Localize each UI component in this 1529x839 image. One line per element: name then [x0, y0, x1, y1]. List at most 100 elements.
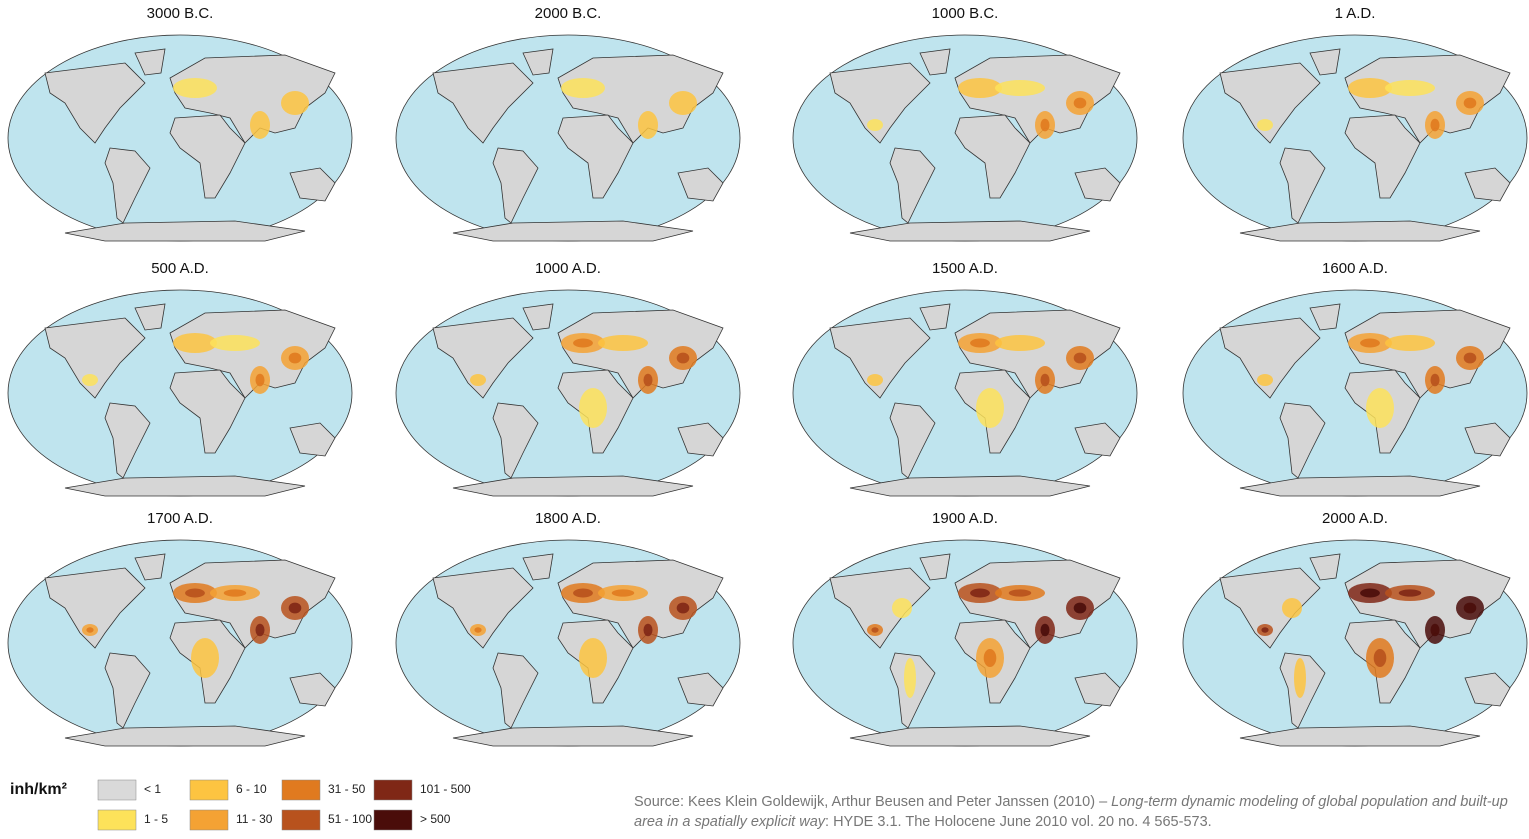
density-core: [1040, 623, 1050, 637]
density-area: [1257, 374, 1273, 386]
legend-swatch: [281, 779, 321, 801]
density-core: [1073, 97, 1087, 109]
world-map: [7, 34, 353, 242]
density-core: [1463, 97, 1477, 109]
density-core: [185, 588, 205, 598]
legend-label: 31 - 50: [328, 782, 366, 796]
density-core: [1360, 588, 1380, 598]
density-area: [995, 80, 1045, 96]
density-core: [474, 627, 482, 633]
density-area: [892, 598, 912, 618]
legend-swatch: [189, 779, 229, 801]
density-core: [970, 588, 990, 598]
density-core: [255, 623, 265, 637]
density-area: [173, 78, 217, 98]
density-core: [255, 373, 265, 387]
density-area: [250, 111, 270, 139]
world-map: [395, 34, 741, 242]
legend-label: 51 - 100: [328, 812, 372, 826]
source-lead: Source: Kees Klein Goldewijk, Arthur Beu…: [634, 794, 1112, 810]
density-core: [573, 588, 593, 598]
world-map: [792, 289, 1138, 497]
map-title: 1600 A.D.: [1322, 260, 1388, 277]
legend-label: > 500: [420, 812, 451, 826]
density-area: [976, 388, 1004, 428]
density-area: [191, 638, 219, 678]
density-area: [904, 658, 916, 698]
legend-swatch: [97, 779, 137, 801]
source-note: Source: Kees Klein Goldewijk, Arthur Beu…: [634, 792, 1524, 832]
map-title: 3000 B.C.: [147, 5, 214, 22]
map-title: 2000 A.D.: [1322, 510, 1388, 527]
density-area: [867, 119, 883, 131]
legend-label: 1 - 5: [144, 812, 168, 826]
density-area: [1257, 119, 1273, 131]
density-core: [983, 649, 997, 667]
density-core: [1430, 623, 1440, 637]
density-core: [871, 627, 879, 633]
density-area: [561, 78, 605, 98]
map-title: 1500 A.D.: [932, 260, 998, 277]
world-map: [7, 539, 353, 747]
map-title: 2000 B.C.: [535, 5, 602, 22]
density-area: [638, 111, 658, 139]
density-area: [1385, 335, 1435, 351]
density-area: [1366, 388, 1394, 428]
density-area: [1348, 78, 1392, 98]
map-title: 1000 A.D.: [535, 260, 601, 277]
density-area: [995, 335, 1045, 351]
density-area: [1385, 80, 1435, 96]
legend-label: 101 - 500: [420, 782, 471, 796]
density-core: [1040, 373, 1050, 387]
density-core: [1073, 602, 1087, 614]
density-area: [210, 335, 260, 351]
world-map: [1182, 539, 1528, 747]
density-core: [1373, 649, 1387, 667]
source-tail: : HYDE 3.1. The Holocene June 2010 vol. …: [825, 814, 1212, 830]
legend-swatch: [281, 809, 321, 831]
world-map: [1182, 289, 1528, 497]
map-title: 1000 B.C.: [932, 5, 999, 22]
density-core: [643, 373, 653, 387]
world-map: [792, 34, 1138, 242]
legend-swatch: [97, 809, 137, 831]
density-core: [611, 589, 635, 597]
density-core: [1360, 338, 1380, 348]
density-area: [867, 374, 883, 386]
legend-swatch: [189, 809, 229, 831]
legend-label: < 1: [144, 782, 161, 796]
legend-unit: inh/km²: [10, 781, 67, 798]
map-title: 1900 A.D.: [932, 510, 998, 527]
density-core: [676, 352, 690, 364]
density-core: [676, 602, 690, 614]
world-map: [1182, 34, 1528, 242]
density-area: [1282, 598, 1302, 618]
density-area: [579, 638, 607, 678]
density-area: [470, 374, 486, 386]
density-core: [288, 602, 302, 614]
density-core: [1398, 589, 1422, 597]
density-area: [958, 78, 1002, 98]
density-core: [1463, 602, 1477, 614]
density-core: [1430, 118, 1440, 132]
density-core: [573, 338, 593, 348]
map-title: 1 A.D.: [1335, 5, 1376, 22]
world-map: [792, 539, 1138, 747]
density-area: [579, 388, 607, 428]
density-core: [1430, 373, 1440, 387]
map-title: 500 A.D.: [151, 260, 209, 277]
legend-label: 6 - 10: [236, 782, 267, 796]
source-title: Long-term dynamic modeling of global pop…: [634, 794, 1508, 830]
density-core: [1261, 627, 1269, 633]
density-core: [1073, 352, 1087, 364]
world-map: [7, 289, 353, 497]
world-map: [395, 289, 741, 497]
density-core: [643, 623, 653, 637]
density-core: [223, 589, 247, 597]
density-area: [82, 374, 98, 386]
density-core: [1463, 352, 1477, 364]
density-area: [669, 91, 697, 115]
legend-swatch: [373, 809, 413, 831]
